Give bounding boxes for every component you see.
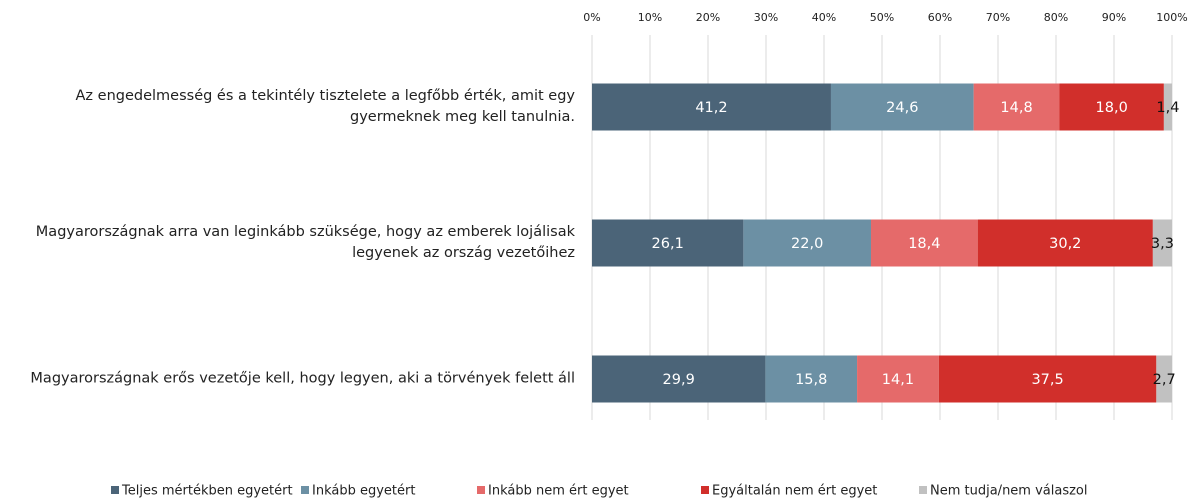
- x-tick-label: 10%: [638, 11, 662, 24]
- value-label: 14,8: [1000, 100, 1032, 116]
- category-label: Magyarországnak arra van leginkább szüks…: [35, 224, 575, 261]
- value-label: 37,5: [1031, 372, 1063, 388]
- x-tick-label: 30%: [754, 11, 778, 24]
- x-tick-label: 20%: [696, 11, 720, 24]
- value-label: 3,3: [1151, 236, 1174, 252]
- x-tick-label: 100%: [1156, 11, 1187, 24]
- bar-segment: [1156, 355, 1172, 403]
- bar-segment: [830, 83, 974, 131]
- x-tick-label: 80%: [1044, 11, 1068, 24]
- value-label: 18,4: [908, 236, 940, 252]
- value-label: 22,0: [791, 236, 823, 252]
- legend-label: Inkább egyetért: [312, 484, 415, 499]
- bar-segment: [592, 355, 766, 403]
- legend-label: Teljes mértékben egyetért: [121, 484, 293, 499]
- bar-segment: [743, 219, 871, 267]
- value-label: 41,2: [695, 100, 727, 116]
- x-tick-label: 40%: [812, 11, 836, 24]
- bar-segment: [1163, 83, 1172, 131]
- value-label: 29,9: [663, 372, 695, 388]
- x-tick-label: 0%: [583, 11, 600, 24]
- bar-segment: [592, 219, 744, 267]
- bar-segment: [973, 83, 1060, 131]
- legend-swatch: [477, 486, 485, 494]
- value-label: 2,7: [1153, 372, 1176, 388]
- category-label: Magyarországnak erős vezetője kell, hogy…: [30, 370, 575, 387]
- bar-segment: [870, 219, 978, 267]
- value-label: 15,8: [795, 372, 827, 388]
- bar-segment: [857, 355, 939, 403]
- value-label: 14,1: [882, 372, 914, 388]
- bar-segment: [1059, 83, 1164, 131]
- x-tick-label: 50%: [870, 11, 894, 24]
- bar-segment: [765, 355, 858, 403]
- legend-swatch: [919, 486, 927, 494]
- legend-label: Inkább nem ért egyet: [488, 484, 629, 499]
- bar-segment: [592, 83, 831, 131]
- legend-label: Egyáltalán nem ért egyet: [712, 484, 877, 499]
- value-label: 1,4: [1156, 100, 1179, 116]
- value-label: 26,1: [652, 236, 684, 252]
- x-tick-label: 60%: [928, 11, 952, 24]
- bar-segment: [977, 219, 1153, 267]
- value-label: 18,0: [1096, 100, 1128, 116]
- category-label: Az engedelmesség és a tekintély tisztele…: [75, 88, 575, 125]
- value-label: 30,2: [1049, 236, 1081, 252]
- value-label: 24,6: [886, 100, 918, 116]
- bar-segment: [938, 355, 1157, 403]
- legend-swatch: [111, 486, 119, 494]
- bar-segment: [1152, 219, 1172, 267]
- legend-label: Nem tudja/nem válaszol: [930, 484, 1088, 499]
- x-tick-label: 90%: [1102, 11, 1126, 24]
- legend-swatch: [701, 486, 709, 494]
- x-tick-label: 70%: [986, 11, 1010, 24]
- legend-swatch: [301, 486, 309, 494]
